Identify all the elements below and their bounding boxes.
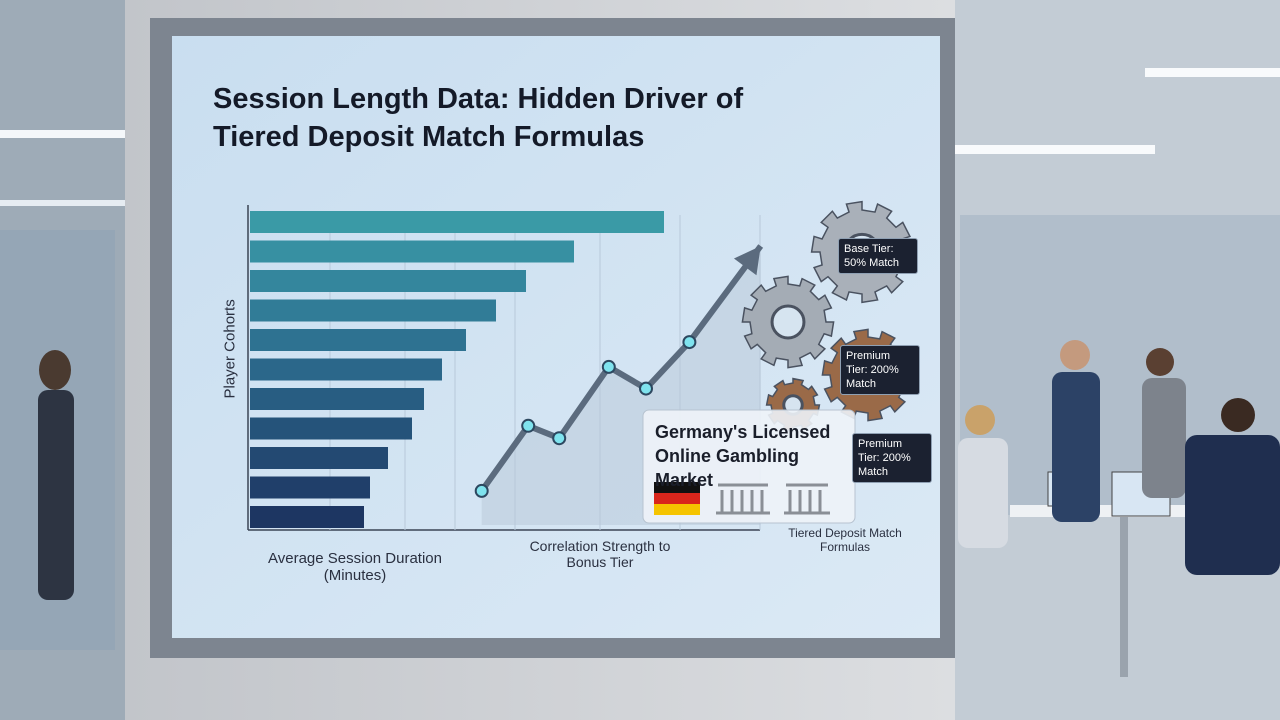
y-axis-label: Player Cohorts	[221, 299, 239, 399]
bar	[250, 358, 442, 381]
bar	[250, 388, 424, 410]
bar	[250, 329, 466, 351]
line-point	[682, 335, 697, 350]
x-axis-label: Average Session Duration (Minutes)	[268, 550, 442, 584]
person	[1221, 398, 1255, 432]
ceiling-light	[1145, 68, 1280, 77]
person	[1142, 378, 1186, 498]
table-leg	[1120, 517, 1128, 677]
person	[39, 350, 71, 390]
gear-label: Premium Tier: 200% Match	[840, 345, 920, 395]
ceiling-light	[0, 200, 125, 206]
person	[958, 438, 1008, 548]
table	[1010, 505, 1210, 517]
bar	[250, 211, 664, 233]
person	[1185, 435, 1280, 575]
title: Session Length Data: Hidden Driver of Ti…	[213, 83, 744, 153]
person	[1060, 340, 1090, 370]
gear-label: Base Tier: 50% Match	[838, 238, 918, 274]
line-label: Correlation Strength to Bonus Tier	[529, 538, 671, 570]
bar	[250, 476, 370, 499]
person	[965, 405, 995, 435]
callout-text: Germany's Licensed Online Gambling Marke…	[655, 422, 831, 490]
flag	[654, 493, 700, 504]
line-point	[639, 381, 653, 396]
ceiling-light	[955, 145, 1155, 154]
gear-hole	[770, 304, 806, 340]
bar	[250, 447, 388, 469]
gear-caption: Tiered Deposit Match Formulas	[788, 526, 902, 554]
arrow-head	[733, 246, 761, 276]
line-point	[601, 359, 616, 374]
flag	[654, 482, 700, 493]
gate-icon	[716, 483, 830, 515]
flag	[654, 504, 700, 515]
bar	[250, 270, 526, 292]
person	[1146, 348, 1174, 376]
line-point	[474, 483, 489, 498]
bar	[250, 299, 496, 322]
bar	[250, 506, 364, 528]
line-point	[521, 418, 536, 433]
person	[1052, 372, 1100, 522]
bar	[250, 240, 574, 263]
person	[38, 390, 74, 600]
bar	[250, 417, 412, 440]
line-point	[552, 431, 567, 446]
gear-label: Premium Tier: 200% Match	[852, 433, 932, 483]
ceiling-light	[0, 130, 125, 138]
callout-box	[642, 409, 856, 524]
